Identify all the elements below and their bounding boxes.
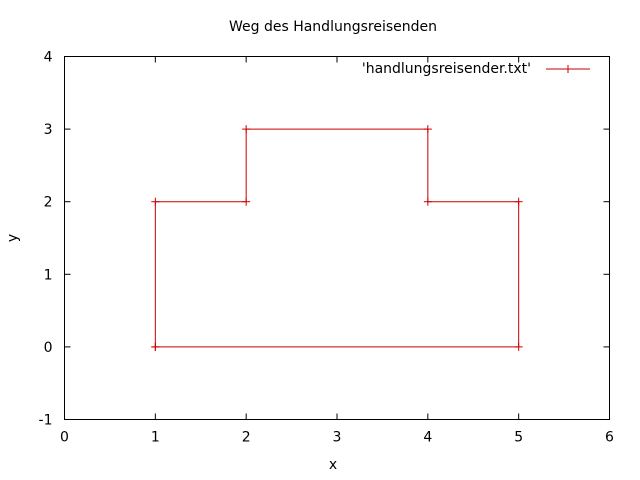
x-tick-label: 6 [605,430,614,446]
data-point [151,197,160,206]
series-markers [151,125,523,351]
data-point [564,65,572,73]
data-point [242,197,251,206]
data-point [514,197,523,206]
data-point [423,125,432,134]
series-line [154,128,520,348]
data-point [423,197,432,206]
y-tick-label: 0 [44,340,53,356]
chart-title: Weg des Handlungsreisenden [229,19,437,35]
x-tick-label: 5 [514,430,523,446]
legend: 'handlungsreisender.txt' [362,61,590,77]
legend-marker [564,65,572,73]
y-tick-label: -1 [39,413,53,429]
x-tick-label: 0 [60,430,69,446]
data-point [514,342,523,351]
data-point [151,342,160,351]
legend-label: 'handlungsreisender.txt' [362,61,531,77]
x-axis-label: x [329,457,337,473]
y-tick-label: 3 [44,122,53,138]
axis-ticks: 0 1 2 3 4 5 6 -1 0 1 2 3 4 [39,50,615,446]
y-tick-label: 1 [44,267,53,283]
x-tick-label: 2 [242,430,251,446]
y-tick-label: 4 [44,50,53,66]
x-tick-label: 1 [151,430,160,446]
data-point [242,125,251,134]
y-axis-label: y [5,234,21,242]
y-tick-label: 2 [44,195,53,211]
x-tick-label: 4 [423,430,432,446]
x-tick-label: 3 [333,430,342,446]
plot-frame [64,56,610,420]
